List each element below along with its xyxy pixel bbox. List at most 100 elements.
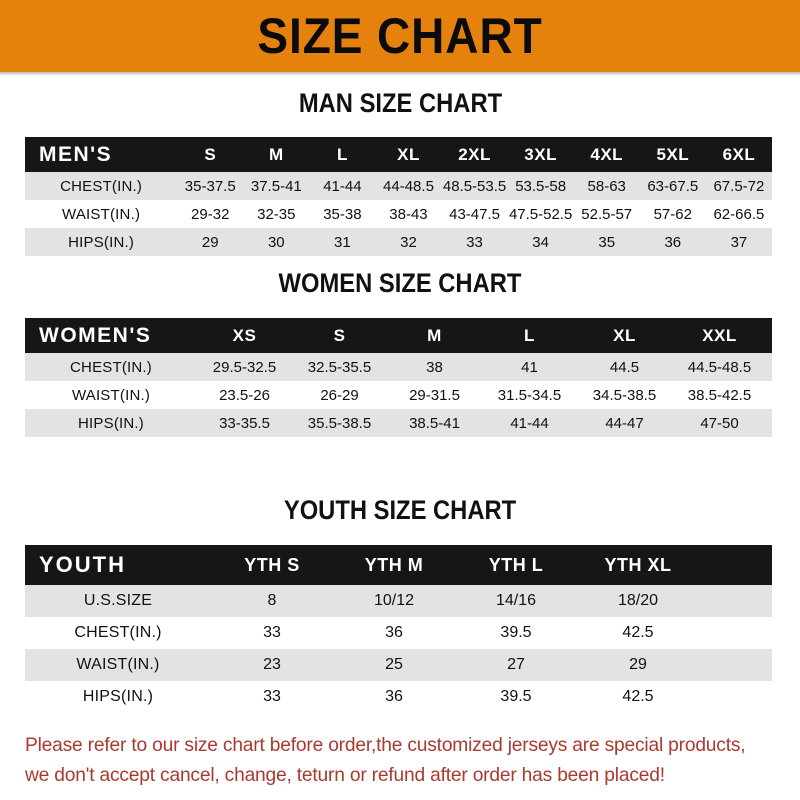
table-row: WAIST(IN.) 23 25 27 29 [25,649,772,681]
men-row-2-val-1: 30 [243,228,310,256]
youth-row-2-val-2: 27 [455,649,577,681]
youth-row-3-val-3: 42.5 [577,681,699,713]
section-title-women-text: WOMEN SIZE CHART [278,268,522,298]
table-row: WAIST(IN.) 29-32 32-35 35-38 38-43 43-47… [25,200,772,228]
women-row-2-val-3: 41-44 [482,409,577,437]
women-row-1-val-5: 38.5-42.5 [672,381,767,409]
women-row-1-spacer [767,381,772,409]
women-row-0-spacer [767,353,772,381]
women-size-table: WOMEN'S XS S M L XL XXL CHEST(IN.) 29.5-… [25,318,772,437]
women-size-col-3: L [482,318,577,353]
men-row-0-val-6: 58-63 [573,172,640,200]
women-row-2-val-1: 35.5-38.5 [292,409,387,437]
youth-row-3-spacer [699,681,772,713]
men-row-2-val-4: 33 [441,228,508,256]
youth-row-0-val-1: 10/12 [333,585,455,617]
table-row: WAIST(IN.) 23.5-26 26-29 29-31.5 31.5-34… [25,381,772,409]
youth-row-0-val-0: 8 [211,585,333,617]
men-size-col-0: S [177,137,244,172]
women-size-col-2: M [387,318,482,353]
men-row-0-val-0: 35-37.5 [177,172,244,200]
men-row-1-val-8: 62-66.5 [705,200,772,228]
youth-row-2-val-3: 29 [577,649,699,681]
women-row-0-val-3: 41 [482,353,577,381]
men-row-1-val-7: 57-62 [639,200,706,228]
men-row-1-val-0: 29-32 [177,200,244,228]
table-row: CHEST(IN.) 29.5-32.5 32.5-35.5 38 41 44.… [25,353,772,381]
section-title-women: WOMEN SIZE CHART [0,268,800,298]
footer-notice-line-2: we don't accept cancel, change, teturn o… [25,764,665,786]
banner: SIZE CHART [0,0,800,72]
youth-row-3-val-2: 39.5 [455,681,577,713]
men-size-table: MEN'S S M L XL 2XL 3XL 4XL 5XL 6XL CHEST… [25,137,772,256]
footer-notice: Please refer to our size chart before or… [25,730,780,790]
women-row-2-label: HIPS(IN.) [25,409,197,437]
table-row: U.S.SIZE 8 10/12 14/16 18/20 [25,585,772,617]
men-row-2-val-5: 34 [507,228,574,256]
table-row: CHEST(IN.) 35-37.5 37.5-41 41-44 44-48.5… [25,172,772,200]
table-row: HIPS(IN.) 33-35.5 35.5-38.5 38.5-41 41-4… [25,409,772,437]
men-row-0-val-2: 41-44 [309,172,376,200]
women-header-label: WOMEN'S [25,318,197,353]
men-row-2-val-2: 31 [309,228,376,256]
banner-title: SIZE CHART [257,8,543,64]
men-row-2-val-3: 32 [375,228,442,256]
youth-header-label: YOUTH [25,545,211,585]
section-title-man-text: MAN SIZE CHART [298,88,502,118]
women-row-1-label: WAIST(IN.) [25,381,197,409]
youth-row-1-val-1: 36 [333,617,455,649]
table-row: CHEST(IN.) 33 36 39.5 42.5 [25,617,772,649]
youth-row-1-val-0: 33 [211,617,333,649]
men-row-1-val-6: 52.5-57 [573,200,640,228]
youth-row-1-val-2: 39.5 [455,617,577,649]
men-row-2-val-8: 37 [705,228,772,256]
men-size-col-1: M [243,137,310,172]
women-row-0-val-1: 32.5-35.5 [292,353,387,381]
men-size-col-3: XL [375,137,442,172]
women-row-0-val-4: 44.5 [577,353,672,381]
women-row-2-val-2: 38.5-41 [387,409,482,437]
women-row-1-val-0: 23.5-26 [197,381,292,409]
women-row-2-val-5: 47-50 [672,409,767,437]
youth-size-col-0: YTH S [211,545,333,585]
section-title-man: MAN SIZE CHART [0,88,800,118]
table-header-row: YOUTH YTH S YTH M YTH L YTH XL [25,545,772,585]
women-size-col-1: S [292,318,387,353]
women-size-col-4: XL [577,318,672,353]
women-row-1-val-1: 26-29 [292,381,387,409]
men-size-col-7: 5XL [639,137,706,172]
men-row-2-val-7: 36 [639,228,706,256]
men-row-1-val-3: 38-43 [375,200,442,228]
women-row-2-val-4: 44-47 [577,409,672,437]
men-row-0-val-7: 63-67.5 [639,172,706,200]
youth-row-0-label: U.S.SIZE [25,585,211,617]
section-title-youth-text: YOUTH SIZE CHART [283,495,517,525]
youth-header-spacer [699,545,772,585]
men-size-col-4: 2XL [441,137,508,172]
men-row-0-val-4: 48.5-53.5 [441,172,508,200]
men-row-2-label: HIPS(IN.) [25,228,178,256]
youth-row-3-val-1: 36 [333,681,455,713]
youth-row-3-label: HIPS(IN.) [25,681,211,713]
youth-size-col-2: YTH L [455,545,577,585]
youth-row-0-val-3: 18/20 [577,585,699,617]
women-row-1-val-4: 34.5-38.5 [577,381,672,409]
youth-row-1-val-3: 42.5 [577,617,699,649]
banner-shadow [0,72,800,76]
youth-row-2-label: WAIST(IN.) [25,649,211,681]
youth-table-body: YOUTH YTH S YTH M YTH L YTH XL U.S.SIZE … [25,545,772,713]
men-row-1-val-1: 32-35 [243,200,310,228]
women-row-2-spacer [767,409,772,437]
table-header-row: WOMEN'S XS S M L XL XXL [25,318,772,353]
women-row-0-val-2: 38 [387,353,482,381]
men-row-0-val-5: 53.5-58 [507,172,574,200]
men-size-col-6: 4XL [573,137,640,172]
youth-size-table: YOUTH YTH S YTH M YTH L YTH XL U.S.SIZE … [25,545,772,713]
youth-size-col-3: YTH XL [577,545,699,585]
men-row-1-val-4: 43-47.5 [441,200,508,228]
youth-row-0-val-2: 14/16 [455,585,577,617]
women-row-0-label: CHEST(IN.) [25,353,197,381]
youth-row-2-val-1: 25 [333,649,455,681]
women-table-body: WOMEN'S XS S M L XL XXL CHEST(IN.) 29.5-… [25,318,772,437]
